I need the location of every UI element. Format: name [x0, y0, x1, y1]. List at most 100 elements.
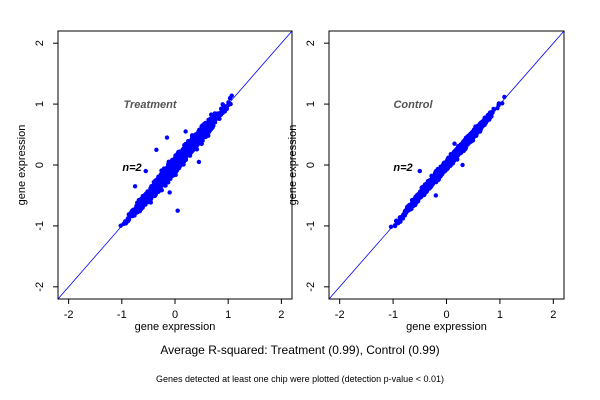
x-tick-label: -2: [335, 309, 345, 321]
data-point: [142, 197, 148, 203]
x-axis-label: gene expression: [135, 321, 216, 333]
data-point: [453, 154, 458, 159]
data-point: [191, 135, 197, 140]
data-point: [227, 96, 233, 101]
x-tick-label: 2: [550, 309, 556, 321]
point-cloud: [388, 94, 507, 229]
data-point: [132, 213, 137, 218]
data-point: [417, 194, 423, 199]
data-point: [200, 123, 205, 128]
y-tick-label: -2: [305, 282, 317, 292]
control-panel: -2 -1 0 1 2 -2 -1 0 1 2 gene expression gene expres…: [287, 30, 565, 333]
x-axis-label: gene expression: [406, 321, 487, 333]
data-point: [199, 135, 204, 140]
data-point: [196, 132, 202, 138]
x-tick-label: -1: [388, 309, 398, 321]
data-point: [500, 101, 505, 106]
data-point: [191, 142, 196, 147]
data-point: [483, 118, 489, 123]
data-point: [388, 224, 394, 229]
data-point: [437, 174, 442, 179]
panel-label: Treatment: [124, 99, 178, 111]
y-tick-label: 2: [305, 40, 317, 46]
data-point: [149, 186, 154, 192]
x-tick-label: -2: [64, 309, 74, 321]
data-point: [189, 147, 194, 152]
outlier-point: [154, 147, 159, 152]
data-point: [182, 148, 188, 154]
y-axis-label: gene expression: [287, 125, 299, 206]
x-tick-label: 0: [172, 309, 178, 321]
data-point: [136, 203, 142, 208]
data-point: [166, 174, 172, 179]
data-point: [203, 133, 209, 138]
outlier-point: [433, 193, 439, 198]
data-point: [186, 151, 191, 157]
data-point: [196, 129, 201, 134]
data-point: [225, 103, 231, 108]
data-point: [118, 223, 123, 228]
data-point: [426, 185, 431, 190]
data-point: [463, 143, 469, 148]
outlier-point: [143, 168, 148, 174]
y-tick-label: 0: [34, 162, 46, 168]
x-tick-label: -1: [117, 309, 127, 321]
data-point: [401, 212, 406, 217]
data-point: [152, 192, 157, 197]
outlier-point: [183, 129, 188, 134]
data-point: [420, 188, 426, 194]
data-point: [443, 164, 448, 169]
x-tick-label: 1: [497, 309, 503, 321]
data-point: [439, 169, 444, 174]
data-point: [181, 153, 186, 159]
data-point: [210, 125, 215, 130]
footnote-text: Genes detected at least one chip were pl…: [156, 374, 444, 384]
data-point: [174, 159, 180, 165]
data-point: [462, 139, 467, 145]
data-point: [430, 180, 435, 185]
data-point: [166, 169, 171, 175]
outlier-point: [460, 162, 465, 168]
data-point: [157, 180, 162, 185]
data-point: [495, 106, 500, 111]
x-tick-label: 1: [225, 309, 231, 321]
data-point: [414, 198, 420, 204]
data-point: [153, 179, 158, 185]
data-point: [458, 144, 463, 150]
outlier-point: [452, 141, 457, 146]
data-point: [407, 203, 412, 208]
y-tick-label: 2: [34, 40, 46, 46]
data-point: [477, 124, 482, 130]
data-point: [200, 128, 206, 134]
y-tick-label: -1: [305, 221, 317, 231]
data-point: [126, 217, 132, 222]
data-point: [147, 192, 152, 197]
plot-area: [58, 31, 292, 299]
data-point: [413, 194, 419, 199]
data-point: [127, 213, 133, 219]
outlier-point: [167, 190, 172, 195]
data-point: [212, 111, 218, 116]
data-point: [392, 223, 398, 229]
y-tick-label: 1: [34, 101, 46, 107]
data-point: [185, 141, 191, 147]
data-point: [129, 208, 135, 214]
data-point: [410, 201, 416, 207]
x-tick-label: 0: [443, 309, 449, 321]
summary-text: Average R-squared: Treatment (0.99), Con…: [160, 343, 440, 357]
data-point: [487, 115, 493, 121]
data-point: [491, 107, 497, 112]
panel-label: Control: [393, 99, 433, 111]
data-point: [180, 159, 185, 164]
outlier-point: [196, 159, 202, 165]
data-point: [174, 165, 179, 170]
data-point: [123, 219, 128, 224]
data-point: [204, 124, 210, 129]
data-point: [468, 137, 473, 142]
y-tick-label: -2: [34, 282, 46, 292]
data-point: [208, 121, 213, 126]
data-point: [433, 179, 439, 185]
data-point: [214, 115, 219, 120]
data-point: [169, 166, 175, 172]
